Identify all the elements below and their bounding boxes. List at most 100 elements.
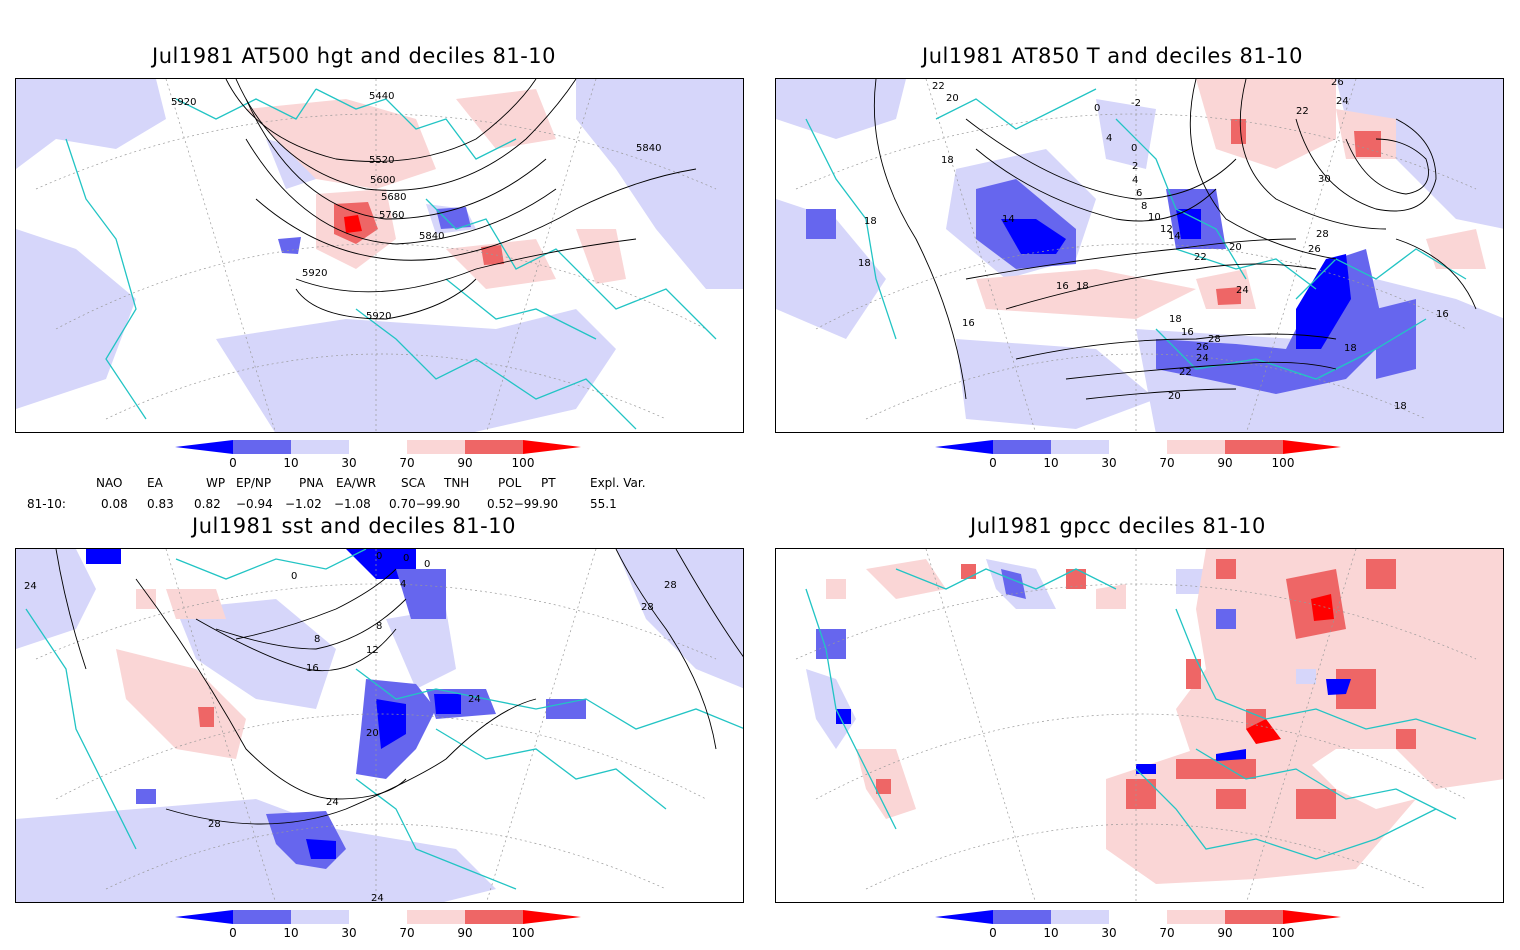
svg-text:5920: 5920 bbox=[366, 311, 391, 322]
coastlines bbox=[25, 549, 743, 890]
svg-text:30: 30 bbox=[1318, 174, 1331, 185]
svg-text:24: 24 bbox=[1236, 285, 1249, 296]
index-header-sca: SCA bbox=[401, 476, 426, 490]
index-value-pna: −1.02 bbox=[285, 497, 322, 511]
svg-text:5760: 5760 bbox=[379, 210, 404, 221]
svg-text:24: 24 bbox=[371, 893, 384, 903]
svg-text:16: 16 bbox=[1056, 281, 1069, 292]
colorbar-label: 30 bbox=[341, 456, 357, 470]
index-value-eawr: −1.08 bbox=[334, 497, 371, 511]
svg-text:4: 4 bbox=[1106, 133, 1112, 144]
svg-text:16: 16 bbox=[306, 663, 319, 674]
svg-text:28: 28 bbox=[641, 602, 654, 613]
contour-labels: 0 0 0 0 4 8 8 12 16 20 24 24 28 28 28 24… bbox=[24, 551, 677, 903]
svg-text:6: 6 bbox=[1136, 188, 1142, 199]
contour-labels: 22 20 18 18 18 16 14 14 12 10 8 6 4 2 0 … bbox=[858, 79, 1449, 412]
svg-text:12: 12 bbox=[1160, 224, 1173, 235]
svg-text:5920: 5920 bbox=[171, 97, 196, 108]
svg-text:8: 8 bbox=[376, 621, 382, 632]
index-header-ea: EA bbox=[147, 476, 163, 490]
svg-text:5600: 5600 bbox=[370, 175, 395, 186]
colorbar-swatches bbox=[175, 440, 581, 454]
svg-text:26: 26 bbox=[1308, 244, 1321, 255]
svg-text:4: 4 bbox=[1132, 175, 1138, 186]
svg-text:22: 22 bbox=[1179, 367, 1192, 378]
index-value-sca: 0.70−99.90 bbox=[389, 497, 461, 511]
temperature-contours bbox=[873, 79, 1477, 400]
colorbar-label: 100 bbox=[1271, 926, 1295, 940]
colorbar-label: 70 bbox=[399, 456, 415, 470]
map-panel-gpcc bbox=[775, 548, 1504, 903]
index-header-pt: PT bbox=[541, 476, 556, 490]
svg-text:28: 28 bbox=[208, 819, 221, 830]
svg-text:18: 18 bbox=[1076, 281, 1089, 292]
svg-text:5680: 5680 bbox=[381, 192, 406, 203]
coastlines bbox=[805, 568, 1477, 860]
svg-text:0: 0 bbox=[376, 551, 382, 562]
index-value-ea: 0.83 bbox=[147, 497, 174, 511]
colorbar-label: 90 bbox=[1217, 926, 1233, 940]
svg-text:8: 8 bbox=[1141, 201, 1147, 212]
graticule bbox=[35, 549, 717, 902]
svg-text:4: 4 bbox=[400, 579, 406, 590]
colorbar-4: 0 10 30 70 90 100 bbox=[935, 910, 1355, 950]
colorbar-label: 30 bbox=[1101, 456, 1117, 470]
svg-text:16: 16 bbox=[962, 318, 975, 329]
svg-text:18: 18 bbox=[858, 258, 871, 269]
colorbar-label: 30 bbox=[1101, 926, 1117, 940]
svg-text:18: 18 bbox=[1344, 343, 1357, 354]
coastlines bbox=[805, 88, 1467, 380]
index-header-nao: NAO bbox=[96, 476, 123, 490]
map-sst: 0 0 0 0 4 8 8 12 16 20 24 24 28 28 28 24… bbox=[16, 549, 743, 903]
svg-text:2: 2 bbox=[1132, 161, 1138, 172]
map-t850: 22 20 18 18 18 16 14 14 12 10 8 6 4 2 0 … bbox=[776, 79, 1503, 432]
index-value-wp: 0.82 bbox=[194, 497, 221, 511]
svg-text:26: 26 bbox=[1331, 79, 1344, 88]
svg-text:0: 0 bbox=[291, 571, 297, 582]
graticule bbox=[795, 79, 1477, 432]
index-header-eawr: EA/WR bbox=[336, 476, 377, 490]
colorbar-label: 100 bbox=[1271, 456, 1295, 470]
svg-text:22: 22 bbox=[932, 81, 945, 92]
map-gpcc bbox=[795, 549, 1503, 902]
colorbar-label: 90 bbox=[1217, 456, 1233, 470]
panel-title-2: Jul1981 AT850 T and deciles 81-10 bbox=[922, 44, 1303, 68]
map-panel-t850: 22 20 18 18 18 16 14 14 12 10 8 6 4 2 0 … bbox=[775, 78, 1504, 433]
swatch-30-70 bbox=[349, 440, 407, 454]
svg-text:28: 28 bbox=[1208, 334, 1221, 345]
index-value-nao: 0.08 bbox=[101, 497, 128, 511]
colorbar-label: 0 bbox=[989, 456, 997, 470]
svg-text:20: 20 bbox=[1229, 242, 1242, 253]
colorbar-label: 10 bbox=[283, 456, 299, 470]
svg-text:0: 0 bbox=[424, 559, 430, 570]
index-value-epnp: −0.94 bbox=[236, 497, 273, 511]
swatch-above-100 bbox=[523, 440, 581, 454]
index-value-explvar: 55.1 bbox=[590, 497, 617, 511]
svg-text:12: 12 bbox=[366, 645, 379, 656]
svg-text:16: 16 bbox=[1436, 309, 1449, 320]
svg-text:10: 10 bbox=[1148, 212, 1161, 223]
map-panel-sst: 0 0 0 0 4 8 8 12 16 20 24 24 28 28 28 24… bbox=[15, 548, 744, 903]
svg-text:14: 14 bbox=[1002, 214, 1015, 225]
colorbar-label: 70 bbox=[399, 926, 415, 940]
panel-title-3: Jul1981 sst and deciles 81-10 bbox=[192, 514, 516, 538]
decile-shading bbox=[16, 549, 743, 902]
svg-text:8: 8 bbox=[314, 634, 320, 645]
colorbar-label: 30 bbox=[341, 926, 357, 940]
swatch-70-90 bbox=[407, 440, 465, 454]
colorbar-label: 0 bbox=[229, 926, 237, 940]
contour-labels: 5920 5440 5520 5600 5680 5760 5840 5840 … bbox=[171, 91, 661, 322]
svg-text:0: 0 bbox=[1094, 103, 1100, 114]
index-header-epnp: EP/NP bbox=[236, 476, 272, 490]
index-header-explvar: Expl. Var. bbox=[590, 476, 646, 490]
svg-text:22: 22 bbox=[1194, 252, 1207, 263]
coastlines bbox=[65, 88, 717, 430]
svg-text:5840: 5840 bbox=[636, 143, 661, 154]
svg-text:18: 18 bbox=[864, 216, 877, 227]
svg-text:16: 16 bbox=[1181, 327, 1194, 338]
decile-shading bbox=[806, 549, 1503, 884]
index-value-pol: 0.52−99.90 bbox=[487, 497, 559, 511]
colorbar-swatches bbox=[935, 910, 1341, 924]
colorbar-swatches bbox=[175, 910, 581, 924]
colorbar-swatches bbox=[935, 440, 1341, 454]
